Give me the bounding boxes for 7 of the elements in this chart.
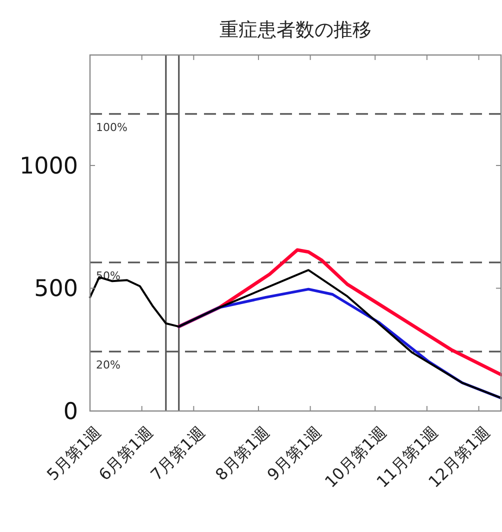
y-tick-label: 500 <box>34 276 78 302</box>
chart-title: 重症患者数の推移 <box>220 19 372 41</box>
annotation: 100% <box>96 120 128 134</box>
y-tick-label: 1000 <box>19 153 78 180</box>
y-tick-label: 0 <box>63 399 78 425</box>
line-series <box>89 269 502 399</box>
annotation: 20% <box>96 358 120 372</box>
